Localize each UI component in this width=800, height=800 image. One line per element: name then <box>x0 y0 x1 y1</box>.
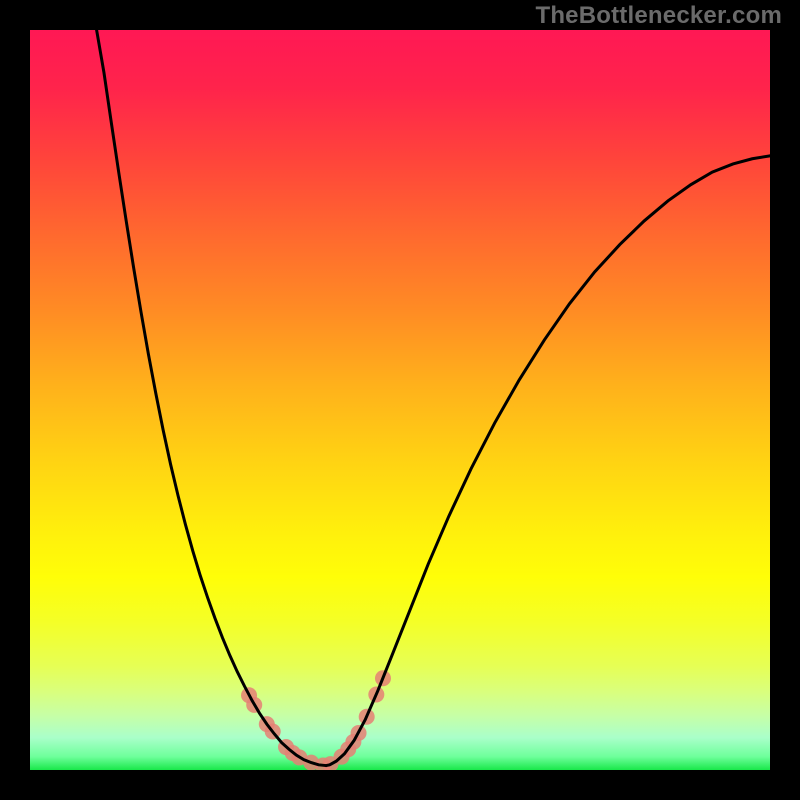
chart-frame: TheBottlenecker.com <box>0 0 800 800</box>
curve-right <box>326 156 770 766</box>
watermark-text: TheBottlenecker.com <box>535 2 782 30</box>
plot-area <box>30 30 770 770</box>
curves-layer <box>30 30 770 770</box>
curve-left <box>97 30 326 766</box>
